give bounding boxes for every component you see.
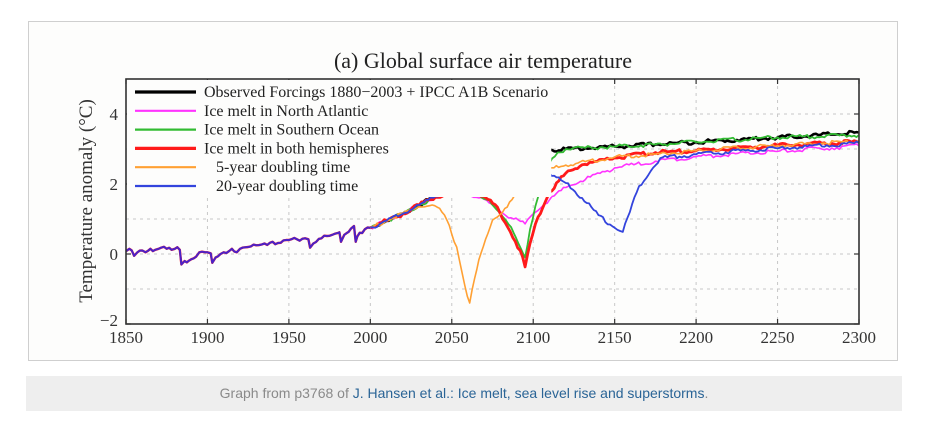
caption-link[interactable]: J. Hansen et al.: Ice melt, sea level ri… [352, 385, 705, 401]
legend-label: 5-year doubling time [204, 159, 350, 176]
legend-background [127, 80, 552, 197]
series-historical-underlay [125, 224, 371, 266]
series-historical [125, 225, 371, 266]
x-tick-label: 2300 [842, 328, 876, 347]
legend-label: Ice melt in both hemispheres [204, 140, 389, 157]
caption-suffix: . [704, 385, 709, 401]
x-tick-label: 2150 [598, 328, 632, 347]
x-tick-label: 2200 [679, 328, 713, 347]
x-tick-label: 2250 [761, 328, 795, 347]
legend-label: Ice melt in Southern Ocean [204, 122, 379, 139]
series-line [369, 139, 860, 304]
legend: Observed Forcings 1880−2003 + IPCC A1B S… [127, 80, 552, 197]
plot-frame [125, 78, 860, 325]
ticks: 1850 1900 1950 2000 2050 2100 2150 2200 2250 2300… [100, 79, 876, 347]
x-tick-label: 2100 [516, 328, 550, 347]
chart-title: (a) Global surface air temperature [334, 48, 632, 73]
y-tick-label: −2 [100, 311, 118, 330]
chart: (a) Global surface air temperature 1850 1… [76, 48, 876, 347]
y-axis-label: Temperature anomaly (°C) [76, 99, 97, 303]
y-tick-label: 2 [110, 175, 119, 194]
x-tick-label: 1900 [190, 328, 224, 347]
x-tick-label: 2050 [435, 328, 469, 347]
legend-label: 20-year doubling time [204, 178, 358, 195]
y-tick-label: 4 [110, 105, 119, 124]
y-tick-label: 0 [110, 245, 119, 264]
x-tick-label: 2000 [353, 328, 387, 347]
caption-prefix: Graph from p3768 of [219, 385, 353, 401]
legend-label: Ice melt in North Atlantic [204, 103, 368, 120]
caption: Graph from p3768 of J. Hansen et al.: Ic… [26, 376, 902, 411]
legend-label: Observed Forcings 1880−2003 + IPCC A1B S… [204, 84, 548, 101]
x-tick-label: 1850 [109, 328, 143, 347]
x-tick-label: 1950 [272, 328, 306, 347]
